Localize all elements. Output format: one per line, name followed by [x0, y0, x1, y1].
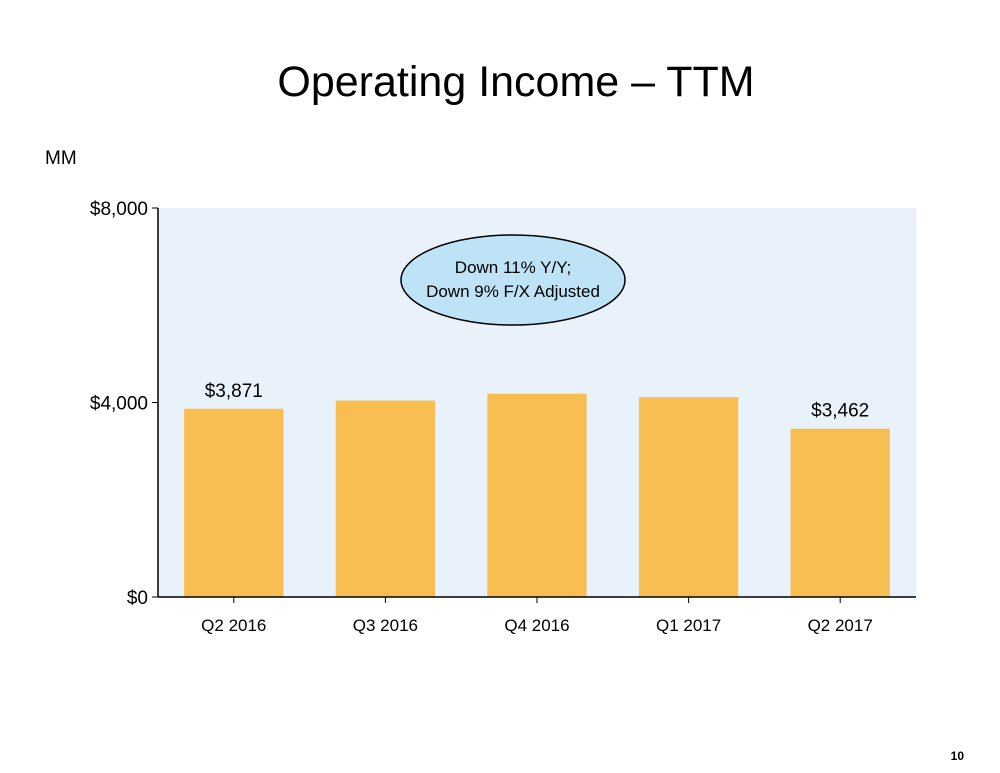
- bar-q2-2017: [790, 428, 890, 597]
- page-number: 10: [950, 749, 964, 763]
- x-tick-label: Q2 2017: [808, 616, 873, 635]
- chart-title: Operating Income – TTM: [277, 58, 755, 106]
- x-tick-label: Q4 2016: [504, 616, 569, 635]
- annotation-line-2: Down 9% F/X Adjusted: [426, 282, 600, 301]
- bar-q3-2016: [335, 400, 436, 597]
- y-tick-label: $0: [127, 588, 148, 609]
- x-tick-label: Q2 2016: [201, 616, 266, 635]
- unit-label: MM: [45, 148, 77, 169]
- bar-q2-2016: [184, 408, 284, 597]
- annotation-line-1: Down 11% Y/Y;: [455, 258, 571, 277]
- data-label: $3,462: [811, 401, 869, 422]
- bar-q4-2016: [487, 393, 587, 597]
- x-tick-label: Q3 2016: [353, 616, 418, 635]
- data-label: $3,871: [205, 381, 263, 402]
- x-tick-label: Q1 2017: [656, 616, 721, 635]
- annotation-ellipse: [400, 234, 626, 326]
- y-tick-label: $4,000: [90, 394, 148, 415]
- annotation-callout: Down 11% Y/Y; Down 9% F/X Adjusted: [400, 234, 626, 326]
- bar-q1-2017: [638, 397, 739, 597]
- y-tick-label: $8,000: [90, 199, 148, 220]
